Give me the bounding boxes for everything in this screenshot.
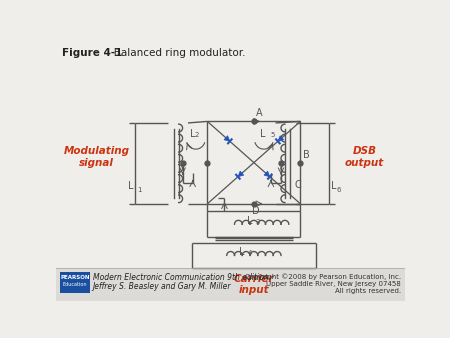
Text: L: L [190, 129, 196, 139]
Text: Figure 4-1: Figure 4-1 [63, 48, 123, 58]
Polygon shape [278, 136, 284, 141]
Text: Copyright ©2008 by Pearson Education, Inc.: Copyright ©2008 by Pearson Education, In… [245, 273, 401, 280]
Text: 2: 2 [195, 132, 199, 138]
Text: DSB
output: DSB output [345, 146, 384, 168]
Text: All rights reserved.: All rights reserved. [335, 288, 401, 294]
Polygon shape [224, 136, 230, 141]
Text: 6: 6 [337, 187, 341, 193]
Text: 3: 3 [256, 219, 260, 225]
Text: Balanced ring modulator.: Balanced ring modulator. [104, 48, 246, 58]
Text: L: L [239, 247, 245, 257]
Text: A: A [256, 107, 262, 118]
Polygon shape [264, 171, 270, 177]
Text: D: D [252, 206, 260, 216]
Bar [60, 271, 90, 293]
Text: 4: 4 [248, 250, 252, 256]
Text: Upper Saddle River, New Jersey 07458: Upper Saddle River, New Jersey 07458 [266, 281, 401, 287]
Text: L: L [260, 129, 265, 139]
Text: L: L [247, 216, 253, 226]
Polygon shape [238, 171, 244, 177]
Text: 5: 5 [270, 132, 274, 138]
Text: PEARSON: PEARSON [60, 275, 90, 280]
Text: C: C [294, 179, 301, 190]
Text: Jeffrey S. Beasley and Gary M. Miller: Jeffrey S. Beasley and Gary M. Miller [93, 283, 231, 291]
Text: Modern Electronic Communication 9th edition: Modern Electronic Communication 9th edit… [93, 273, 268, 282]
Text: B: B [303, 149, 310, 160]
Text: L: L [331, 182, 337, 191]
Bar [56, 268, 405, 301]
Text: L: L [128, 182, 134, 191]
Text: Carrier
input: Carrier input [234, 274, 274, 295]
Text: Modulating
signal: Modulating signal [63, 146, 130, 168]
Text: 1: 1 [137, 187, 141, 193]
Text: Education: Education [63, 282, 87, 287]
